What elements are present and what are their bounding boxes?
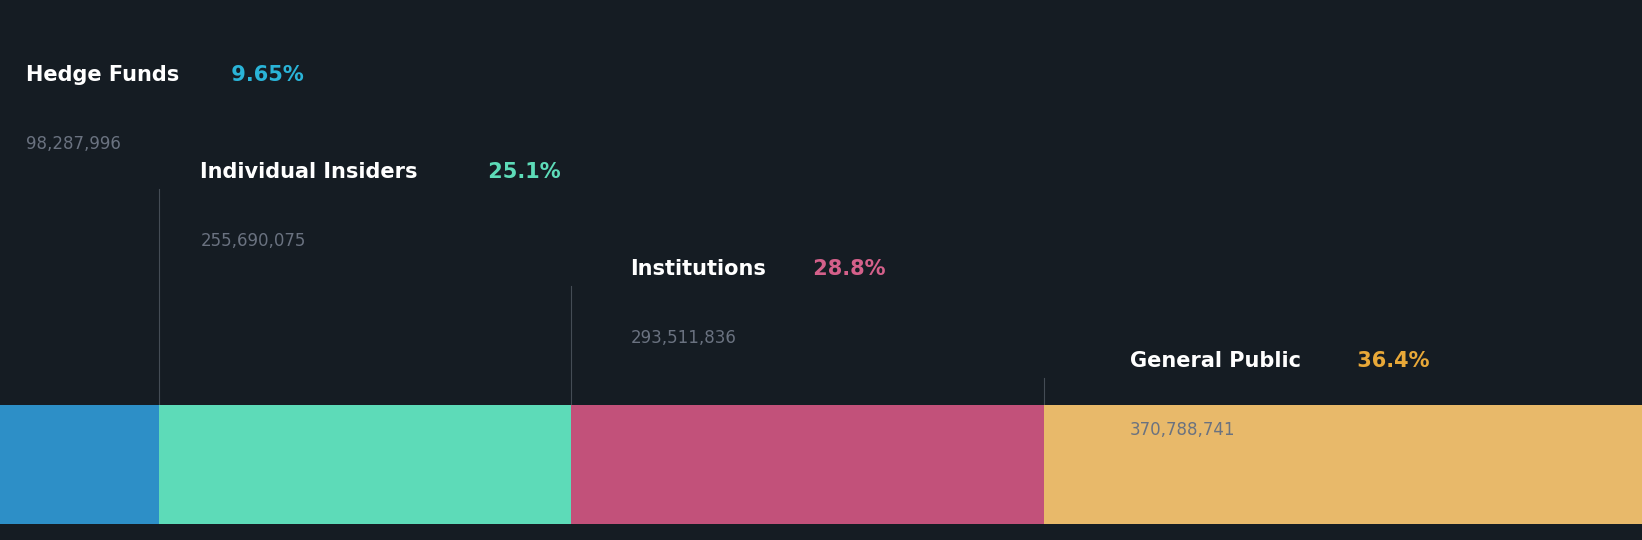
Bar	[571, 405, 1044, 524]
Text: Institutions: Institutions	[631, 259, 767, 279]
Bar	[0, 405, 159, 524]
Text: 293,511,836: 293,511,836	[631, 329, 736, 347]
Text: 370,788,741: 370,788,741	[1130, 421, 1235, 439]
Text: 9.65%: 9.65%	[223, 65, 304, 85]
Text: 98,287,996: 98,287,996	[26, 135, 122, 153]
Text: 36.4%: 36.4%	[1350, 351, 1430, 371]
Text: General Public: General Public	[1130, 351, 1300, 371]
Text: 25.1%: 25.1%	[481, 162, 560, 182]
Text: 28.8%: 28.8%	[806, 259, 885, 279]
Text: 255,690,075: 255,690,075	[200, 232, 305, 250]
Text: Individual Insiders: Individual Insiders	[200, 162, 417, 182]
Text: Hedge Funds: Hedge Funds	[26, 65, 179, 85]
Bar	[159, 405, 571, 524]
Bar	[1044, 405, 1642, 524]
